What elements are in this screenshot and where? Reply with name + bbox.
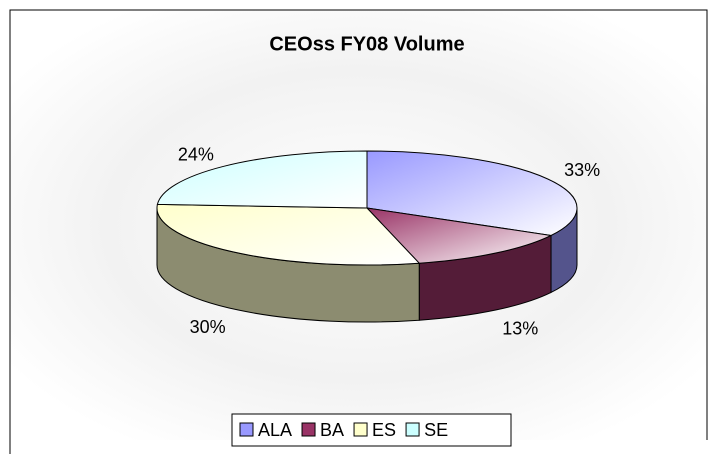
data-label: 24%: [178, 144, 214, 164]
pie-slice: [365, 207, 553, 264]
legend-swatch: [405, 422, 420, 437]
legend-label: ES: [372, 420, 396, 440]
chart-border: [9, 9, 708, 454]
pie-slice: [366, 150, 578, 236]
pie: 33% 13% 30% 24%: [156, 144, 600, 339]
pie-slice: [156, 150, 368, 209]
legend-swatch: [301, 422, 316, 437]
legend-box: [231, 413, 512, 447]
chart-title: CEOss FY08 Volume: [269, 33, 464, 55]
legend-label: ALA: [258, 420, 292, 440]
legend-swatch: [239, 422, 254, 437]
legend-swatch: [353, 422, 368, 437]
data-label: 30%: [190, 317, 226, 337]
data-label: 33%: [564, 160, 600, 180]
legend-label: BA: [320, 420, 344, 440]
pie-slice: [156, 203, 421, 266]
legend-label: SE: [424, 420, 448, 440]
data-label: 13%: [502, 319, 538, 339]
legend: ALA BA ES SE: [239, 420, 448, 440]
